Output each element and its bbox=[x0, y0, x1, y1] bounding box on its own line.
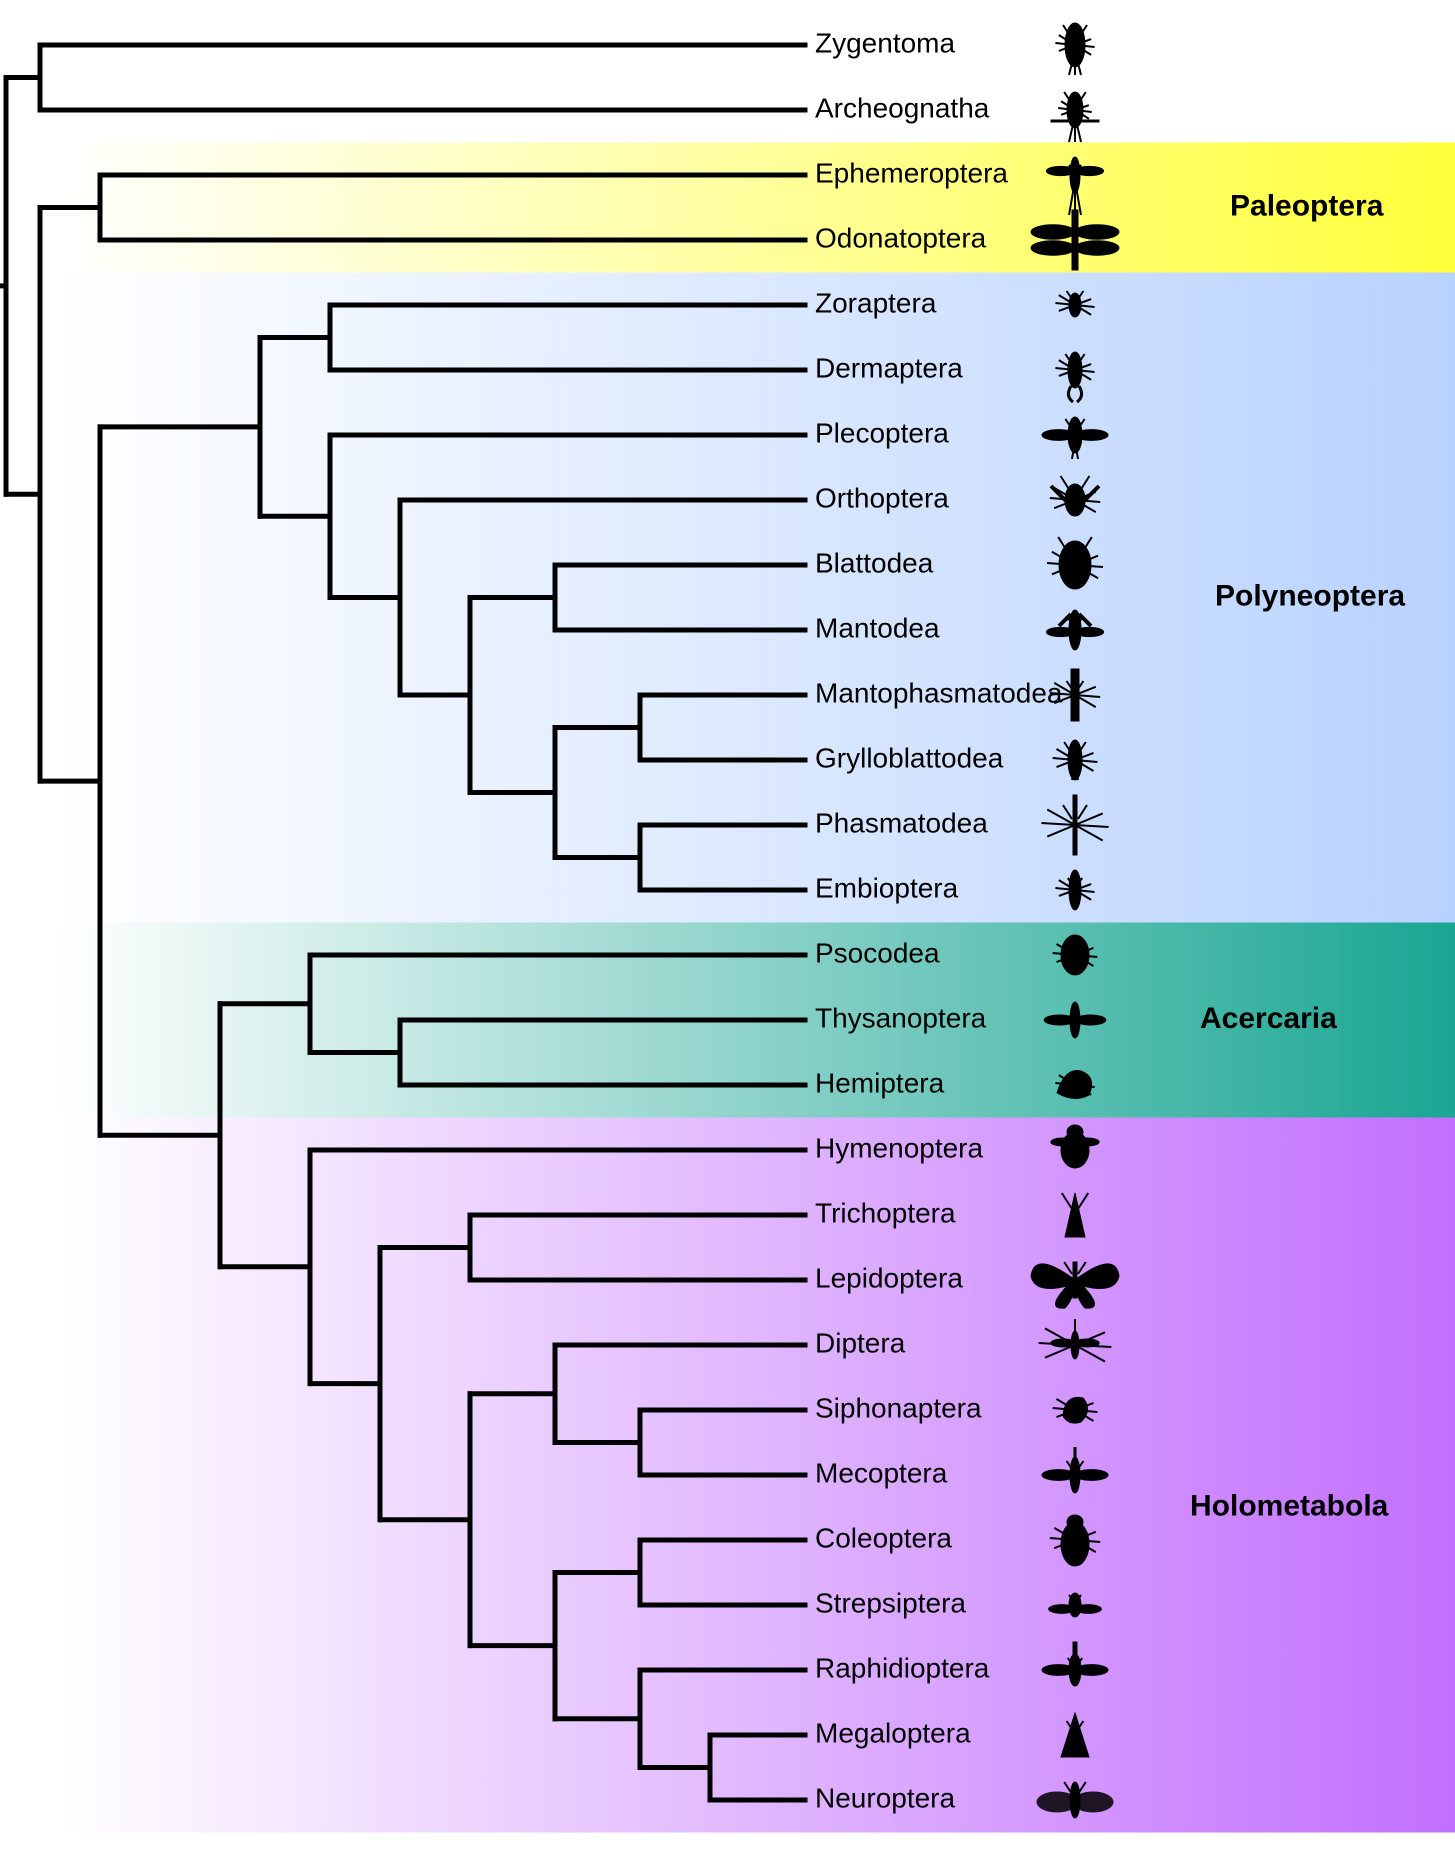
taxon-label-trichoptera: Trichoptera bbox=[815, 1197, 956, 1228]
group-label-holometabola: Holometabola bbox=[1190, 1489, 1389, 1522]
group-label-acercaria: Acercaria bbox=[1200, 1002, 1337, 1035]
taxon-label-raphidioptera: Raphidioptera bbox=[815, 1652, 990, 1683]
taxon-label-zoraptera: Zoraptera bbox=[815, 287, 937, 318]
taxon-label-siphonaptera: Siphonaptera bbox=[815, 1392, 982, 1423]
taxon-label-megaloptera: Megaloptera bbox=[815, 1717, 971, 1748]
bristletail-icon bbox=[1051, 92, 1099, 142]
insect-cladogram: Zygentoma Archeognatha Ephemeroptera Odonat… bbox=[0, 0, 1455, 1870]
silverfish-icon bbox=[1055, 23, 1094, 75]
taxon-label-phasmatodea: Phasmatodea bbox=[815, 807, 988, 838]
taxon-label-blattodea: Blattodea bbox=[815, 547, 934, 578]
taxon-label-embioptera: Embioptera bbox=[815, 872, 959, 903]
taxon-label-coleoptera: Coleoptera bbox=[815, 1522, 952, 1553]
taxon-label-hemiptera: Hemiptera bbox=[815, 1067, 945, 1098]
taxon-label-mantodea: Mantodea bbox=[815, 612, 940, 643]
taxon-label-zygentoma: Zygentoma bbox=[815, 27, 955, 58]
taxon-label-psocodea: Psocodea bbox=[815, 937, 940, 968]
taxon-label-odonatoptera: Odonatoptera bbox=[815, 222, 987, 253]
group-label-paleoptera: Paleoptera bbox=[1230, 189, 1384, 222]
taxon-label-mantophasmatodea: Mantophasmatodea bbox=[815, 677, 1063, 708]
taxon-label-neuroptera: Neuroptera bbox=[815, 1782, 956, 1813]
taxon-label-hymenoptera: Hymenoptera bbox=[815, 1132, 984, 1163]
taxon-label-dermaptera: Dermaptera bbox=[815, 352, 963, 383]
taxon-label-grylloblattodea: Grylloblattodea bbox=[815, 742, 1004, 773]
taxon-label-lepidoptera: Lepidoptera bbox=[815, 1262, 963, 1293]
taxon-label-mecoptera: Mecoptera bbox=[815, 1457, 948, 1488]
taxon-label-ephemeroptera: Ephemeroptera bbox=[815, 157, 1008, 188]
taxon-label-thysanoptera: Thysanoptera bbox=[815, 1002, 987, 1033]
taxon-label-diptera: Diptera bbox=[815, 1327, 906, 1358]
taxon-label-archeognatha: Archeognatha bbox=[815, 92, 990, 123]
taxon-label-strepsiptera: Strepsiptera bbox=[815, 1587, 966, 1618]
taxon-label-orthoptera: Orthoptera bbox=[815, 482, 949, 513]
group-label-polyneoptera: Polyneoptera bbox=[1215, 579, 1405, 612]
taxon-label-plecoptera: Plecoptera bbox=[815, 417, 949, 448]
